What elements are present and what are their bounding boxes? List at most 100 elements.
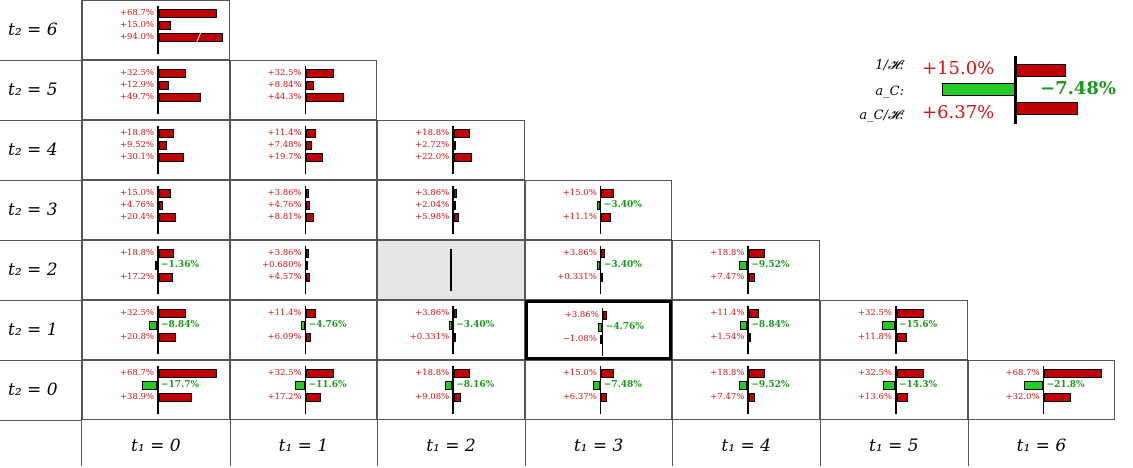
cell-t1-0-t2-3: +15.0% +4.76% +20.4% bbox=[82, 180, 230, 240]
col-label-t1-1: t₁ = 1 bbox=[278, 436, 329, 456]
bar-inv-h bbox=[158, 9, 217, 18]
value-label-inv-h: +18.8% bbox=[119, 128, 154, 138]
bar-inv-h bbox=[158, 69, 187, 78]
bar-ac bbox=[453, 201, 456, 210]
row-separator bbox=[0, 240, 82, 241]
bar-inv-h bbox=[306, 69, 334, 78]
cell-t1-4-t2-1: +11.4% −8.84% +1.54% bbox=[672, 300, 820, 360]
value-label-ac-over-h: +7.47% bbox=[710, 392, 745, 402]
cell-axis bbox=[1042, 366, 1045, 414]
value-label-ac-over-h: +38.9% bbox=[119, 392, 154, 402]
bar-ac bbox=[596, 261, 600, 270]
cell-t1-0-t2-2: +18.8% −1.36% +17.2% bbox=[82, 240, 230, 300]
value-label-ac: +8.84% bbox=[267, 80, 302, 90]
bar-ac bbox=[739, 321, 748, 330]
col-separator bbox=[820, 420, 821, 466]
cell-t1-0-t2-6: +68.7% +15.0% +94.0% bbox=[82, 0, 230, 60]
value-label-ac: +12.9% bbox=[119, 80, 154, 90]
value-label-inv-h: +3.86% bbox=[415, 188, 450, 198]
col-separator bbox=[672, 420, 674, 466]
bar-inv-h bbox=[748, 249, 765, 258]
cell-axis bbox=[450, 249, 452, 291]
value-label-ac: +4.76% bbox=[267, 200, 302, 210]
bar-ac-over-h bbox=[158, 213, 176, 222]
value-label-inv-h: +32.5% bbox=[857, 368, 892, 378]
cell-axis bbox=[304, 186, 307, 234]
bar-ac bbox=[882, 381, 895, 390]
value-label-ac-over-h: +20.4% bbox=[119, 212, 154, 222]
bar-ac bbox=[739, 381, 748, 390]
cell-axis bbox=[157, 186, 159, 234]
value-label-ac: +7.48% bbox=[267, 140, 302, 150]
cell-axis bbox=[157, 246, 159, 294]
bar-ac-over-h bbox=[306, 333, 312, 342]
cell-axis bbox=[157, 6, 159, 54]
row-separator bbox=[0, 300, 82, 301]
bar-inv-h bbox=[748, 309, 759, 318]
value-label-inv-h: +15.0% bbox=[562, 368, 597, 378]
value-label-ac-over-h: +8.81% bbox=[267, 212, 302, 222]
bar-ac-over-h bbox=[306, 393, 321, 402]
cell-axis bbox=[599, 366, 602, 414]
value-label-ac-over-h: +11.8% bbox=[857, 332, 892, 342]
value-label-ac: +9.52% bbox=[119, 140, 154, 150]
cell-axis bbox=[452, 186, 454, 234]
cell-t1-0-t2-5: +32.5% +12.9% +49.7% bbox=[82, 60, 230, 120]
value-label-ac: −3.40% bbox=[603, 200, 642, 210]
cell-axis bbox=[452, 366, 454, 414]
cell-axis bbox=[304, 366, 307, 414]
cell-t1-3-t2-3: +15.0% −3.40% +11.1% bbox=[524, 180, 673, 240]
cell-t1-1-t2-0: +32.5% −11.6% +17.2% bbox=[229, 360, 378, 420]
value-label-inv-h: +18.8% bbox=[415, 368, 450, 378]
value-label-ac-over-h: +94.0% bbox=[119, 32, 154, 42]
bar-ac bbox=[597, 323, 602, 332]
cell-axis bbox=[452, 126, 454, 174]
value-label-ac: −3.40% bbox=[603, 260, 642, 270]
cell-t1-5-t2-0: +32.5% −14.3% +13.6% bbox=[820, 360, 968, 420]
bar-inv-h bbox=[453, 369, 470, 378]
value-label-inv-h: +3.86% bbox=[267, 248, 302, 258]
col-separator bbox=[967, 420, 969, 466]
value-label-ac: +0.680% bbox=[262, 260, 302, 270]
cell-t1-6-t2-0: +68.7% −21.8% +32.0% bbox=[967, 360, 1116, 420]
value-label-ac: −1.36% bbox=[161, 260, 200, 270]
cell-t1-1-t2-4: +11.4% +7.48% +19.7% bbox=[229, 120, 378, 180]
value-label-inv-h: +18.8% bbox=[710, 368, 745, 378]
value-label-inv-h: +11.4% bbox=[267, 308, 302, 318]
row-separator bbox=[0, 180, 82, 181]
cell-axis bbox=[747, 306, 749, 354]
cell-axis bbox=[599, 186, 602, 234]
empty-cell-t1-2-t2-2 bbox=[377, 240, 525, 300]
bar-ac-over-h bbox=[158, 32, 223, 44]
value-label-inv-h: +32.5% bbox=[267, 368, 302, 378]
cell-axis bbox=[304, 306, 307, 354]
value-label-inv-h: +18.8% bbox=[119, 248, 154, 258]
bar-inv-h bbox=[1044, 369, 1103, 378]
value-label-ac: −4.76% bbox=[605, 322, 644, 332]
value-label-ac-over-h: +5.98% bbox=[415, 212, 450, 222]
bar-inv-h bbox=[158, 129, 175, 138]
row-label-t2-2: t₂ = 2 bbox=[8, 260, 58, 280]
value-label-inv-h: +32.5% bbox=[119, 308, 154, 318]
cell-t1-0-t2-0: +68.7% −17.7% +38.9% bbox=[82, 360, 230, 420]
value-label-ac-over-h: +49.7% bbox=[119, 92, 154, 102]
value-label-ac-over-h: +22.0% bbox=[415, 152, 450, 162]
cell-t1-0-t2-4: +18.8% +9.52% +30.1% bbox=[82, 120, 230, 180]
cell-axis bbox=[157, 366, 159, 414]
row-separator bbox=[0, 360, 82, 361]
value-label-ac-over-h: +0.331% bbox=[409, 332, 450, 342]
bar-ac-over-h bbox=[601, 393, 607, 402]
bar-ac bbox=[453, 141, 456, 150]
col-label-t1-2: t₁ = 2 bbox=[426, 436, 476, 456]
bar-ac bbox=[158, 81, 170, 90]
value-label-inv-h: +18.8% bbox=[415, 128, 450, 138]
value-label-ac-over-h: +32.0% bbox=[1005, 392, 1040, 402]
cell-t1-1-t2-3: +3.86% +4.76% +8.81% bbox=[229, 180, 378, 240]
value-label-ac: −9.52% bbox=[751, 260, 790, 270]
legend-label-ac: a_C: bbox=[875, 84, 904, 99]
bar-ac-over-h bbox=[453, 153, 473, 162]
bar-inv-h bbox=[158, 309, 187, 318]
bar-ac-over-h bbox=[306, 273, 310, 282]
value-label-inv-h: +3.86% bbox=[415, 308, 450, 318]
value-label-ac: +4.76% bbox=[119, 200, 154, 210]
